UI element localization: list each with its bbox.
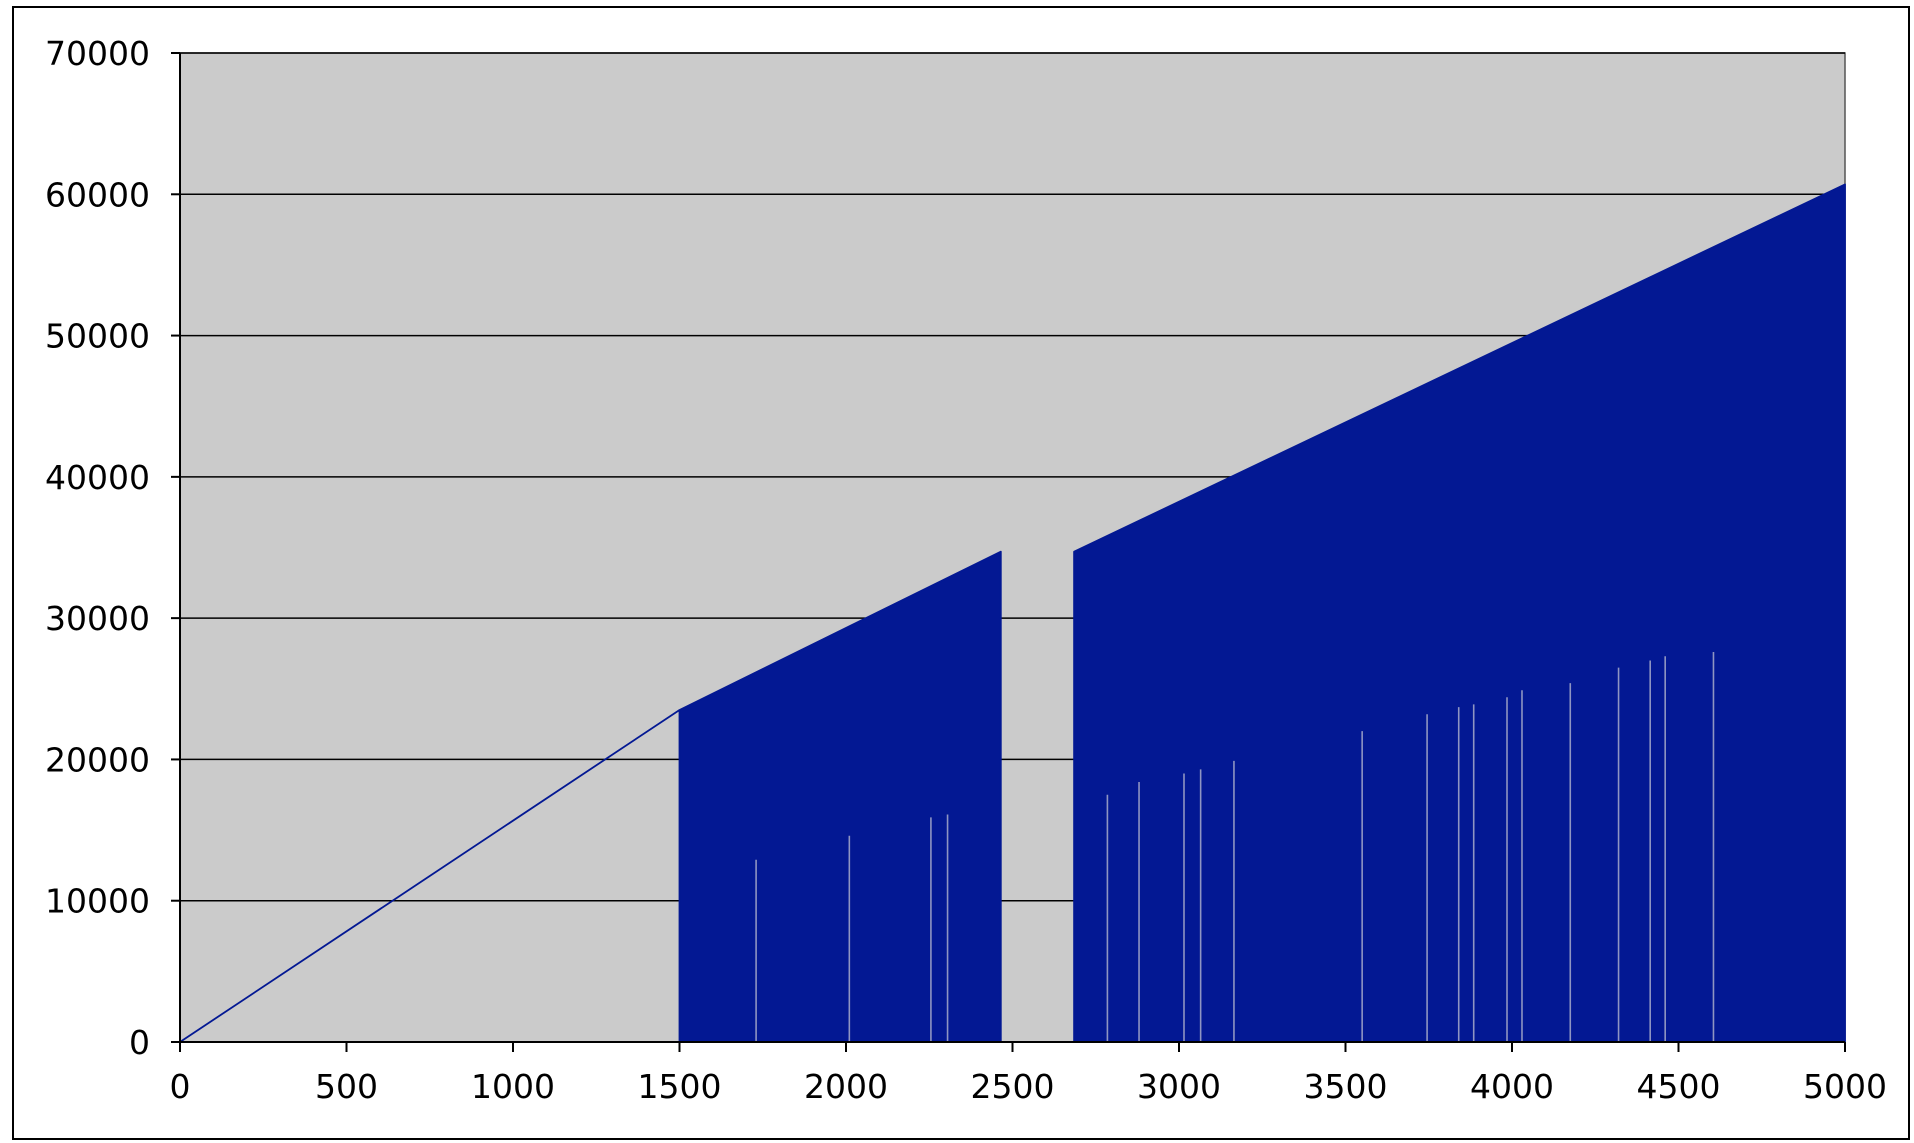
y-tick-labels: 0 10000 20000 30000 40000 50000 60000 70000	[45, 34, 150, 1062]
y-tick-label-20000: 20000	[45, 740, 150, 779]
x-tick-label-1500: 1500	[638, 1067, 722, 1106]
y-tick-label-40000: 40000	[45, 458, 150, 497]
axes	[171, 52, 1846, 1052]
x-tick-label-1000: 1000	[471, 1067, 555, 1106]
y-tick-label-50000: 50000	[45, 317, 150, 356]
x-tick-label-0: 0	[170, 1067, 191, 1106]
y-tick-label-30000: 30000	[45, 599, 150, 638]
x-tick-label-4500: 4500	[1637, 1067, 1721, 1106]
y-tick-label-60000: 60000	[45, 175, 150, 214]
x-tick-labels: 0 500 1000 1500 2000 2500 3000 3500 4000 4500 5000	[170, 1067, 1887, 1106]
y-tick-label-70000: 70000	[45, 34, 150, 73]
x-tick-label-4000: 4000	[1470, 1067, 1554, 1106]
x-tick-label-500: 500	[315, 1067, 378, 1106]
x-tick-label-2000: 2000	[804, 1067, 888, 1106]
x-tick-label-5000: 5000	[1803, 1067, 1887, 1106]
x-tick-label-2500: 2500	[971, 1067, 1055, 1106]
y-tick-label-10000: 10000	[45, 882, 150, 921]
y-tick-label-0: 0	[129, 1023, 150, 1062]
spike-layer	[755, 652, 1715, 1041]
x-tick-label-3500: 3500	[1304, 1067, 1388, 1106]
x-tick-label-3000: 3000	[1137, 1067, 1221, 1106]
